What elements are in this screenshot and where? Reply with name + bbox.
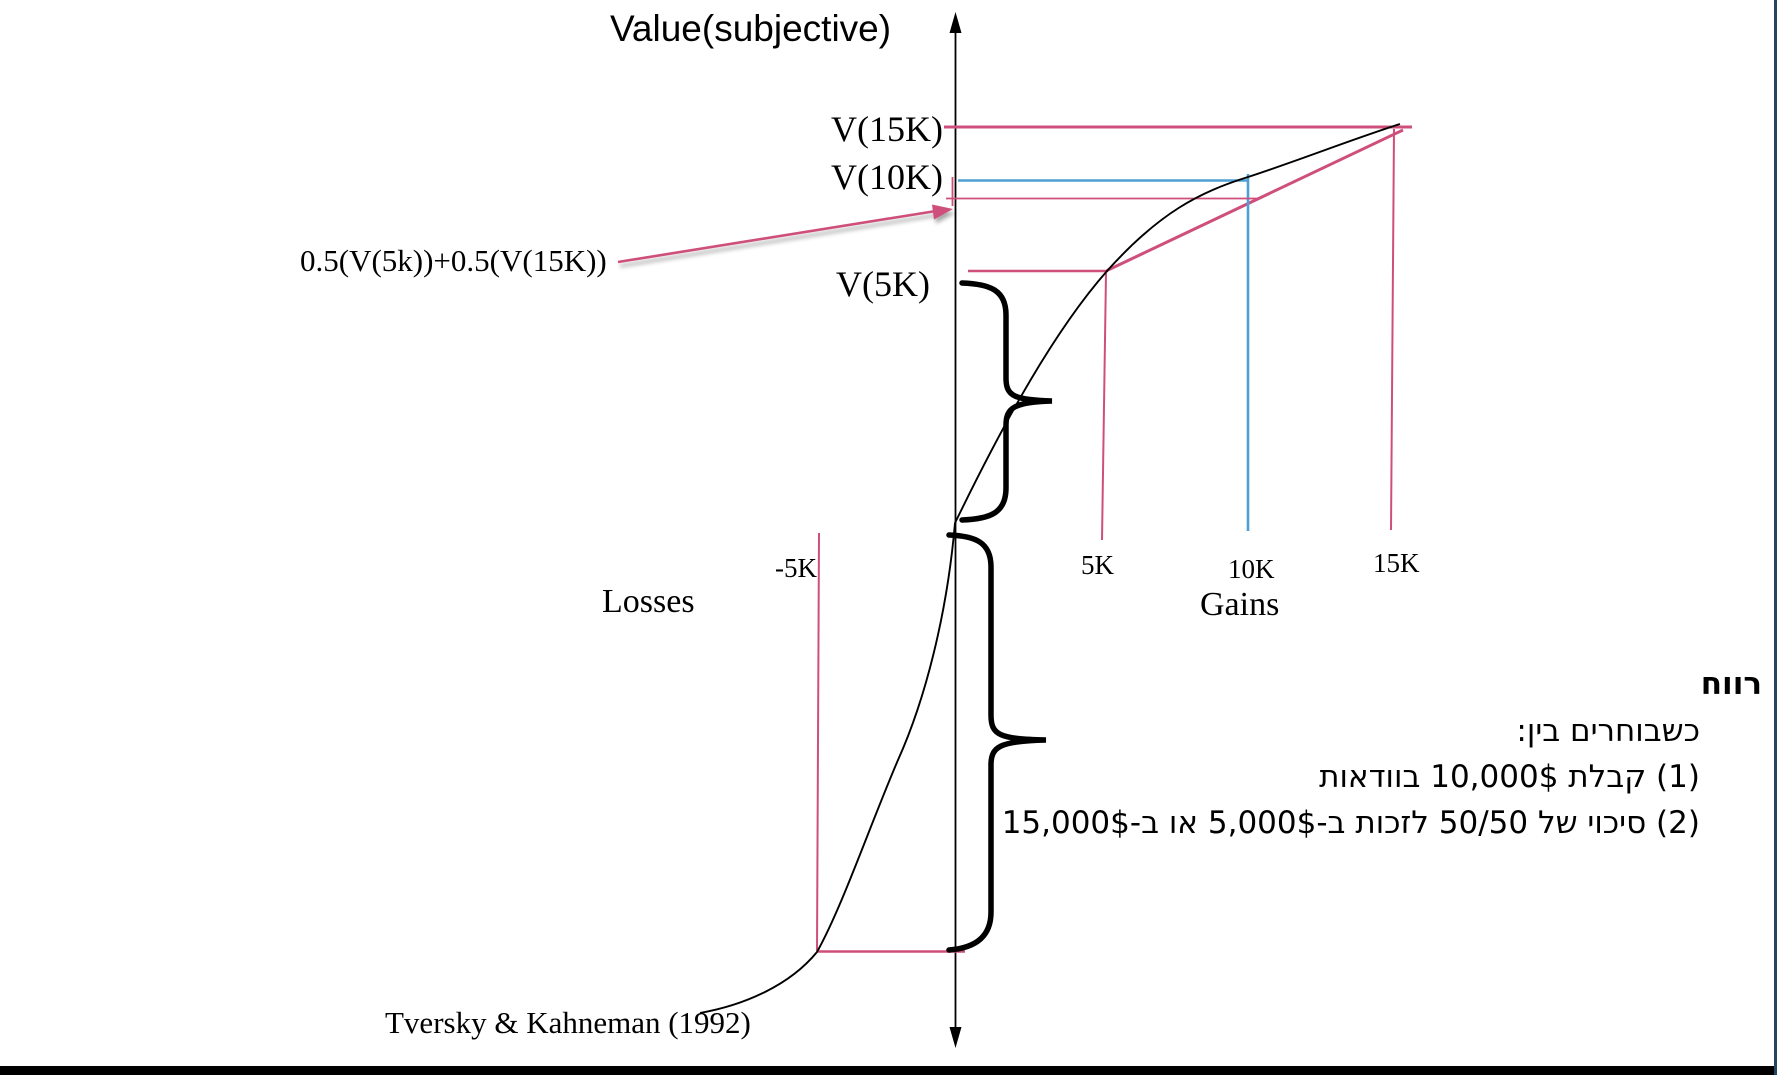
v5k-label: V(5K): [836, 264, 930, 304]
value-function-curve: [699, 123, 1401, 1014]
expected-value-arrow-line: [617, 209, 937, 264]
hebrew-note-block: כשבוחרים בין: (1) קבלת 10,000$ בוודאות (…: [1002, 708, 1700, 846]
bottom-border: [0, 1066, 1777, 1075]
gains-axis-label: Gains: [1200, 586, 1280, 623]
expected-value-label: 0.5(V(5k))+0.5(V(15K)): [300, 243, 607, 278]
hebrew-note-line3: (2) סיכוי של 50/50 לזכות ב-5,000$ או ב-1…: [1001, 805, 1700, 841]
v15k-label: V(15K): [831, 109, 943, 149]
arrowhead-right-icon: [932, 204, 953, 220]
chart-title: Value(subjective): [610, 8, 892, 49]
v10k-label: V(10K): [831, 157, 943, 197]
hebrew-note-line1: כשבוחרים בין:: [1516, 713, 1700, 749]
tick-label-15k: 15K: [1373, 548, 1420, 578]
gamble-chord-line: [1106, 128, 1404, 272]
tick-label-5k: 5K: [1081, 550, 1114, 580]
citation-label: Tversky & Kahneman (1992): [385, 1005, 751, 1040]
right-border: [1774, 0, 1777, 1075]
losses-axis-label: Losses: [602, 583, 695, 620]
axis-arrow-up-icon: [949, 12, 962, 33]
tick-label-10k: 10K: [1228, 554, 1275, 584]
tick-5k-vertical-line: [1101, 272, 1107, 541]
expected-value-arrow: [617, 204, 953, 264]
axis-arrow-down-icon: [949, 1027, 962, 1048]
tick-neg5k-vertical-line: [816, 532, 820, 952]
loss-magnitude-brace: [946, 532, 1047, 953]
tick-label-neg5k: -5K: [775, 553, 817, 583]
hebrew-note-title: רווח: [1700, 666, 1762, 702]
tick-15k-vertical-line: [1390, 128, 1395, 531]
hebrew-note-line2: (1) קבלת 10,000$ בוודאות: [1319, 759, 1700, 795]
gain-magnitude-brace: [959, 280, 1053, 523]
